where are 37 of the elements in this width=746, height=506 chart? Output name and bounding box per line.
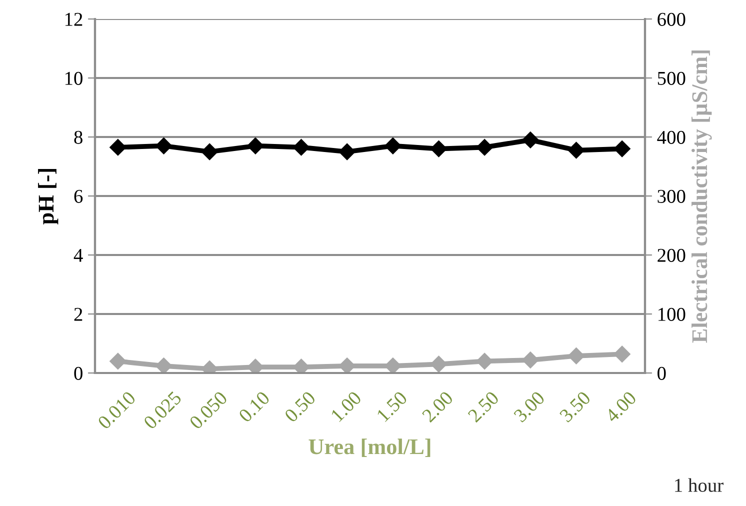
y-tick-label: 12	[65, 12, 82, 26]
y-tick-label: 2	[74, 308, 82, 321]
x-tick-label: 0.50	[284, 390, 316, 423]
point	[247, 137, 264, 154]
point	[155, 137, 172, 154]
text: 1 hour	[675, 478, 724, 492]
point	[614, 140, 630, 158]
y-tick-label: 4	[74, 248, 83, 262]
y-axis-title: pH [-]	[38, 168, 58, 224]
y2-tick-label: 600	[658, 12, 686, 26]
point	[292, 138, 310, 156]
y2-tick-label: 100	[658, 308, 686, 321]
y2-axis-title: Electrical conductivity [µS/cm]	[692, 50, 712, 343]
point	[476, 138, 493, 156]
x-tick-label: 0.10	[238, 390, 270, 423]
y2-tick-label: 0	[658, 366, 666, 380]
y2-tick-label: 200	[658, 248, 686, 262]
x-tick-label: 1.50	[376, 390, 408, 422]
x-tick-label: 2.50	[467, 390, 500, 423]
y-tick-label: 0	[74, 366, 82, 380]
point	[338, 143, 356, 160]
x-tick-label: 3.00	[513, 390, 546, 423]
y2-tick-label: 400	[657, 130, 686, 144]
x-tick-label: 2.00	[421, 390, 454, 423]
x-tick-label: 4.00	[604, 390, 638, 424]
y2-tick-label: 300	[658, 190, 686, 203]
y-tick-label: 10	[65, 72, 82, 85]
point	[522, 132, 539, 148]
x-axis-title: Urea [mol/L]	[308, 438, 430, 458]
x-tick-label: 1.00	[330, 390, 362, 422]
point	[384, 137, 402, 154]
y-tick-label: 8	[74, 130, 82, 144]
point	[201, 143, 218, 160]
y-tick-label: 6	[74, 190, 83, 203]
y2-tick-label: 500	[658, 72, 686, 85]
point	[110, 138, 126, 156]
x-tick-label: 3.50	[559, 390, 592, 423]
